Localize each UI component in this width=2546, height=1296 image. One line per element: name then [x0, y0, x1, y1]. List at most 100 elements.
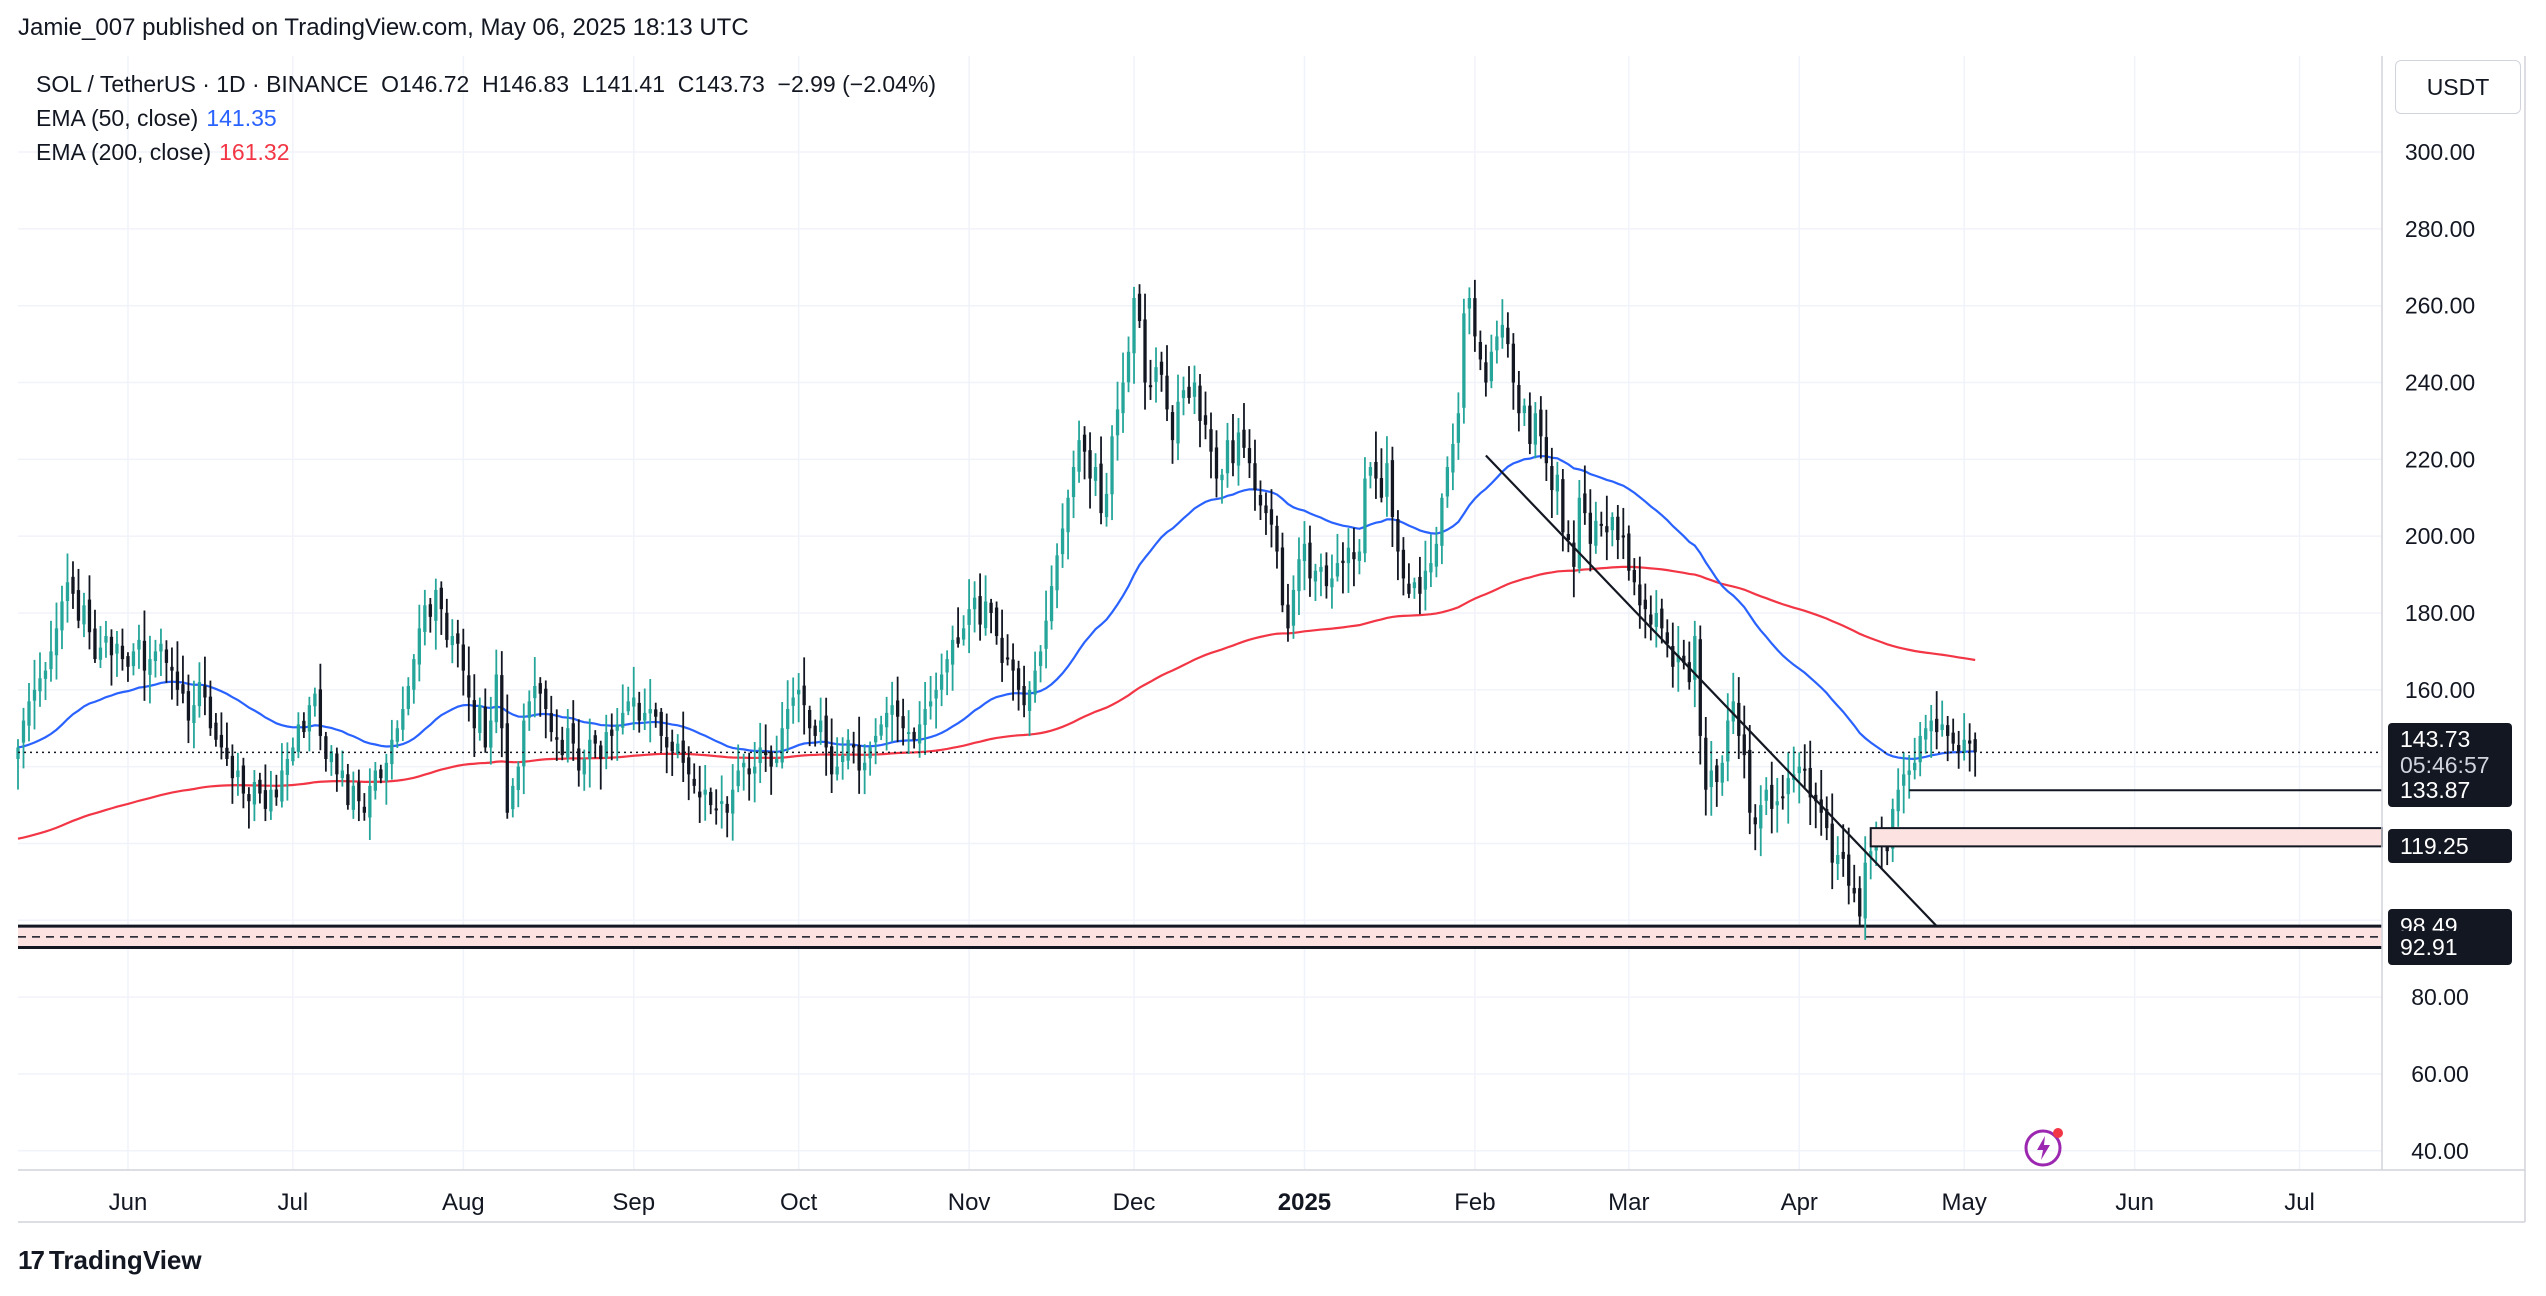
candle-body	[1720, 762, 1724, 783]
tradingview-mark-icon: 17	[18, 1245, 45, 1275]
candle-body	[989, 602, 993, 613]
candle-body	[186, 691, 191, 721]
candle-body	[456, 633, 460, 644]
candle-body	[252, 782, 257, 805]
candle-body	[1572, 542, 1576, 567]
candle-body	[1522, 405, 1527, 414]
tradingview-logo[interactable]: 17 TradingView	[18, 1245, 202, 1276]
candle-body	[1357, 551, 1362, 561]
candle-body	[1170, 412, 1175, 441]
candle-body	[1748, 749, 1752, 813]
ema200-legend[interactable]: EMA (200, close) 161.32	[36, 139, 290, 166]
x-tick-label: Jun	[109, 1189, 148, 1216]
candle-body	[758, 747, 762, 764]
candle-body	[1225, 440, 1230, 474]
candle-body	[1324, 565, 1329, 587]
candle-body	[1154, 367, 1158, 382]
candle-body	[346, 774, 350, 806]
candle-body	[1968, 740, 1972, 744]
candle-body	[1654, 613, 1658, 627]
candle-body	[1247, 448, 1252, 464]
candle-body	[819, 720, 823, 733]
candle-body	[1396, 519, 1400, 552]
candle-body	[1924, 728, 1928, 740]
candle-body	[126, 656, 130, 667]
candle-body	[1687, 662, 1691, 683]
candle-body	[1390, 460, 1395, 517]
candle-body	[1495, 336, 1499, 351]
candle-body	[1627, 533, 1631, 571]
candle-body	[21, 720, 26, 743]
candle-body	[1500, 324, 1505, 338]
candle-body	[1825, 809, 1829, 829]
candle-body	[1632, 570, 1636, 583]
x-tick-label: Jul	[2284, 1189, 2315, 1216]
candle-body	[1621, 535, 1625, 538]
candle-body	[412, 659, 416, 690]
currency-selector[interactable]: USDT	[2395, 60, 2521, 114]
candle-body	[577, 748, 581, 771]
candle-body	[1401, 549, 1406, 579]
candle-body	[1902, 774, 1906, 786]
candle-body	[1440, 497, 1444, 546]
candle-body	[648, 709, 652, 714]
candle-body	[82, 605, 86, 625]
candle-body	[269, 789, 273, 812]
candle-body	[1038, 651, 1043, 666]
candle-body	[1506, 327, 1510, 345]
candle-body	[1478, 341, 1483, 360]
candle-body	[797, 689, 801, 695]
candle-body	[1011, 659, 1015, 671]
candle-body	[1231, 440, 1235, 464]
candle-body	[786, 709, 790, 729]
candle-body	[357, 782, 361, 802]
candle-body	[49, 651, 53, 670]
y-tick-label: 260.00	[2405, 293, 2475, 319]
candle-body	[1319, 566, 1323, 572]
candle-body	[379, 769, 383, 779]
candle-body	[1940, 724, 1944, 730]
level-tag-133: 133.87	[2388, 773, 2512, 808]
candle-body	[615, 724, 619, 731]
candle-body	[1643, 599, 1647, 610]
candle-body	[1099, 463, 1103, 514]
candle-body	[1951, 732, 1955, 744]
y-tick-label: 300.00	[2405, 139, 2475, 165]
candle-body	[1341, 560, 1345, 564]
candle-body	[1236, 432, 1241, 466]
candle-body	[109, 636, 114, 656]
ema50-legend[interactable]: EMA (50, close) 141.35	[36, 105, 277, 132]
candle-body	[175, 671, 180, 690]
candle-body	[258, 779, 262, 794]
candle-body	[1550, 466, 1554, 491]
candle-body	[1368, 467, 1373, 476]
candle-body	[1187, 386, 1191, 398]
ema200-value: 161.32	[219, 139, 290, 165]
candle-body	[1275, 525, 1279, 552]
candle-body	[1770, 784, 1774, 809]
candle-body	[1610, 516, 1614, 531]
candle-body	[1973, 739, 1977, 753]
candle-body	[1957, 745, 1961, 752]
candle-body	[1258, 494, 1263, 506]
candle-body	[1808, 768, 1812, 798]
x-tick-label: Oct	[780, 1189, 818, 1216]
candle-body	[1000, 637, 1004, 663]
candle-body	[692, 778, 696, 786]
symbol-legend[interactable]: SOL / TetherUS · 1D · BINANCE O146.72 H1…	[36, 71, 937, 97]
candle-body	[478, 705, 482, 733]
candle-body	[115, 643, 119, 654]
candle-body	[120, 645, 125, 660]
candle-body	[461, 644, 465, 671]
candle-body	[401, 709, 405, 730]
lightning-icon[interactable]	[2023, 1126, 2065, 1168]
candle-body	[1682, 655, 1686, 663]
candle-body	[505, 723, 509, 813]
drawings[interactable]	[18, 454, 2384, 927]
candle-body	[912, 731, 916, 740]
candles	[16, 279, 1977, 940]
candle-body	[747, 768, 751, 775]
candle-body	[1786, 778, 1790, 795]
candle-body	[950, 639, 955, 665]
